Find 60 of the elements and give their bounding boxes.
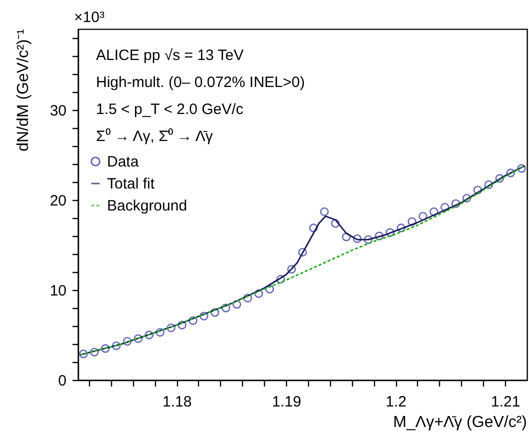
- point: [396, 224, 406, 232]
- point: [451, 199, 460, 208]
- annotation: ALICE pp √s = 13 TeV: [96, 47, 244, 64]
- y-tick-label: 30: [50, 102, 66, 120]
- point: [221, 304, 230, 312]
- point: [265, 284, 274, 294]
- y-tick-label: 0: [58, 372, 66, 390]
- point: [484, 180, 494, 190]
- point: [440, 202, 450, 212]
- point: [506, 168, 515, 178]
- point: [243, 294, 252, 302]
- x-tick-label: 1.21: [490, 394, 520, 410]
- text: ×10³: [74, 9, 104, 26]
- point: [287, 264, 296, 274]
- point: [473, 186, 482, 194]
- point: [210, 308, 220, 317]
- y-tick-label: 20: [50, 192, 66, 210]
- point: [144, 330, 154, 340]
- x-tick-label: 1.19: [272, 394, 302, 410]
- point: [134, 334, 143, 343]
- point: [90, 348, 99, 356]
- line-series: [79, 165, 526, 356]
- point: [462, 194, 472, 203]
- point: [156, 328, 164, 337]
- point: [200, 312, 208, 320]
- x-tick-label: 1.18: [162, 394, 192, 410]
- point: [364, 235, 373, 244]
- point: [408, 217, 416, 226]
- point: [178, 320, 186, 330]
- point: [320, 207, 329, 216]
- legend-label: Background: [107, 198, 188, 214]
- y-tick-label: 10: [50, 282, 66, 300]
- point: [418, 212, 428, 221]
- point: [232, 300, 242, 309]
- point: [330, 219, 340, 228]
- point: [495, 174, 504, 183]
- point: [386, 228, 394, 237]
- point: [374, 232, 384, 240]
- x-tick-label: 1.2: [386, 394, 407, 410]
- legend-label: Data: [107, 154, 140, 170]
- point: [309, 224, 318, 232]
- point: [276, 274, 285, 284]
- annotation: Σ⁰ → Λγ, Σ̄⁰ → Λ̄γ: [96, 128, 214, 145]
- y-axis-title: dN/dM (GeV/c²)⁻¹: [15, 29, 32, 152]
- point: [254, 289, 264, 298]
- point: [166, 323, 176, 332]
- annotation: 1.5 < p_T < 2.0 GeV/c: [96, 101, 244, 118]
- point: [188, 316, 198, 325]
- annotation: High-mult. (0– 0.072% INEL>0): [96, 74, 305, 91]
- point: [122, 336, 132, 346]
- x-axis-title: M_Λγ+Λ̄γ (GeV/c²): [393, 414, 527, 431]
- point: [112, 341, 121, 350]
- point: [342, 232, 351, 242]
- point: [352, 234, 362, 244]
- point: [430, 207, 438, 216]
- point: [101, 344, 110, 353]
- point: [517, 164, 526, 173]
- point: [79, 350, 88, 358]
- legend-label: Total fit: [107, 176, 156, 192]
- point: [298, 248, 307, 257]
